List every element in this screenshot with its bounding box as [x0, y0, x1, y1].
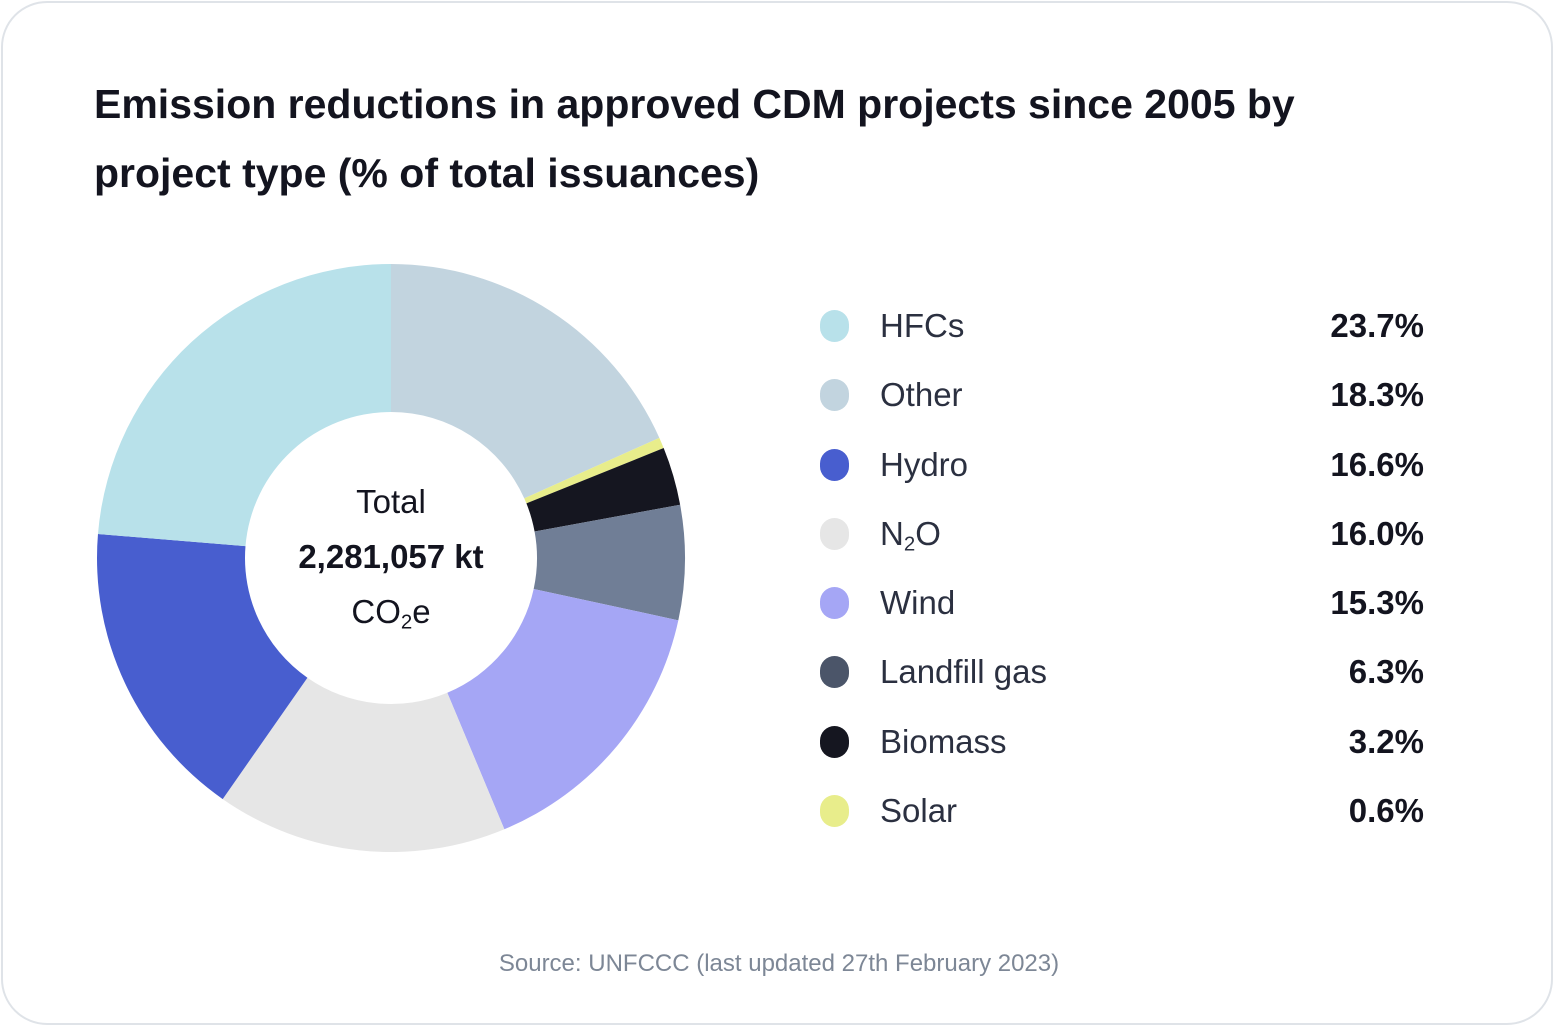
legend-value: 16.0%: [1330, 514, 1424, 552]
legend-label: N2O: [880, 514, 941, 554]
unit-subscript: 2: [400, 610, 413, 634]
legend: HFCs 23.7% Other 18.3% Hydro 16.6% N2O 1…: [820, 292, 1424, 846]
source-note: Source: UNFCCC (last updated 27th Februa…: [498, 950, 1060, 977]
legend-swatch: [820, 587, 849, 620]
label-text: Solar: [880, 792, 958, 830]
legend-value: 16.6%: [1330, 445, 1424, 483]
legend-item-hydro: Hydro 16.6%: [820, 431, 1424, 500]
legend-label: Other: [880, 375, 963, 415]
label-text: Hydro: [880, 445, 969, 483]
legend-swatch: [820, 725, 849, 758]
legend-value: 23.7%: [1330, 307, 1424, 344]
legend-item-biomass: Biomass 3.2%: [820, 708, 1424, 777]
donut-slice-landfill-gas: [533, 504, 685, 621]
legend-item-other: Other 18.3%: [820, 361, 1424, 430]
donut-slice-solar: [524, 437, 664, 504]
donut-center-unit: CO2e: [251, 592, 531, 632]
legend-value: 15.3%: [1330, 584, 1424, 622]
legend-value: 0.6%: [1348, 792, 1424, 830]
label-suffix: O: [915, 514, 941, 552]
legend-item-landfill-gas: Landfill gas 6.3%: [820, 638, 1424, 707]
donut-slice-biomass: [526, 448, 681, 532]
legend-swatch: [820, 310, 849, 342]
legend-label: Landfill gas: [880, 652, 1047, 692]
legend-label: Wind: [880, 583, 955, 623]
legend-label: HFCs: [880, 306, 964, 346]
donut-slice-hfcs: [97, 264, 391, 547]
legend-label: Biomass: [880, 722, 1007, 762]
donut-center-label: Total: [356, 483, 426, 520]
legend-item-hfcs: HFCs 23.7%: [820, 292, 1424, 361]
legend-swatch: [820, 379, 849, 412]
legend-item-n2o: N2O 16.0%: [820, 500, 1424, 569]
chart-title: Emission reductions in approved CDM proj…: [94, 81, 1295, 196]
label-text: HFCs: [880, 307, 965, 344]
label-subscript: 2: [903, 532, 916, 556]
unit-suffix: e: [412, 593, 431, 630]
unit-base: CO: [351, 593, 401, 630]
label-text: Biomass: [880, 722, 1007, 760]
donut-slice-other: [391, 264, 660, 499]
donut-slice-hydro: [97, 534, 308, 800]
label-text: N: [880, 514, 904, 552]
donut-slices: [97, 264, 685, 852]
legend-swatch: [820, 795, 849, 828]
donut-slice-n2o: [222, 677, 505, 852]
legend-swatch: [820, 656, 849, 689]
legend-label: Solar: [880, 791, 957, 831]
legend-value: 3.2%: [1348, 722, 1424, 760]
legend-swatch: [820, 448, 849, 481]
legend-label: Hydro: [880, 445, 968, 485]
legend-swatch: [820, 517, 849, 550]
donut-slice-wind: [447, 588, 679, 830]
legend-item-solar: Solar 0.6%: [820, 777, 1424, 846]
donut-center-total: 2,281,057 kt: [298, 538, 484, 575]
legend-item-wind: Wind 15.3%: [820, 569, 1424, 638]
legend-value: 6.3%: [1348, 653, 1424, 691]
label-text: Landfill gas: [880, 653, 1047, 691]
legend-value: 18.3%: [1330, 376, 1424, 414]
label-text: Other: [880, 376, 963, 414]
label-text: Wind: [880, 584, 956, 622]
